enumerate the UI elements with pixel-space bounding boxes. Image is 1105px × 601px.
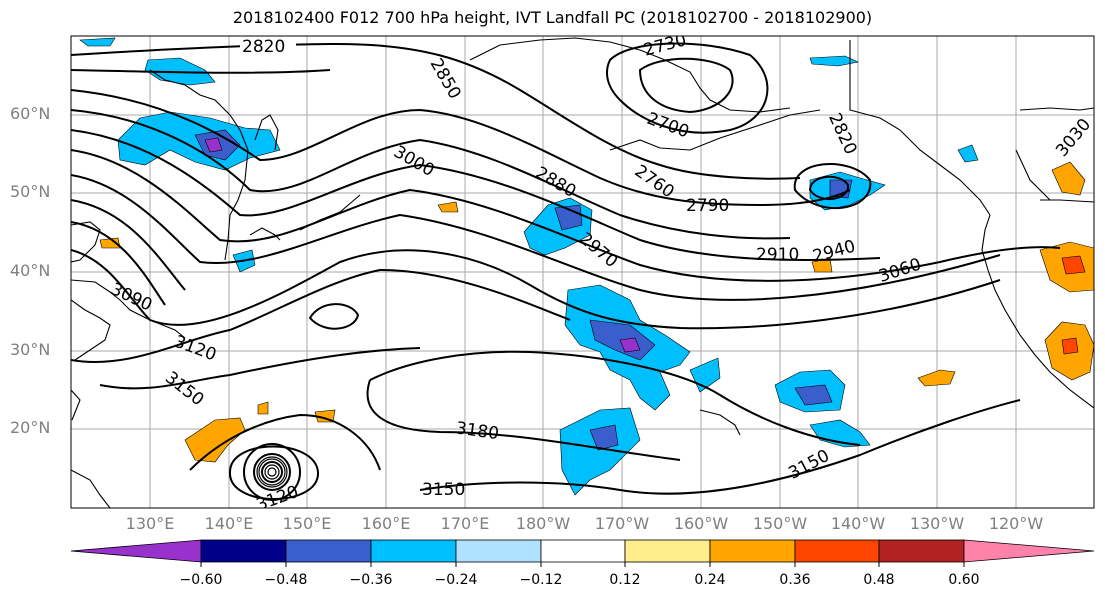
lon-label: 180°W xyxy=(515,514,571,533)
coastlines xyxy=(71,37,1094,508)
colorbar-tick-label: 0.12 xyxy=(609,572,641,588)
lon-label: 120°W xyxy=(988,514,1044,533)
typhoon-core xyxy=(256,456,288,488)
colorbar-tick-label: 0.24 xyxy=(694,572,726,588)
colorbar-tick-label: −0.36 xyxy=(349,572,393,588)
colorbar-tick-label: −0.48 xyxy=(264,572,308,588)
lon-label: 160°W xyxy=(673,514,729,533)
contour-label: 3150 xyxy=(422,480,465,500)
lat-label: 50°N xyxy=(10,182,51,201)
colorbar xyxy=(70,539,1095,563)
colorbar-tick-marks xyxy=(200,562,965,567)
lon-label: 170°E xyxy=(440,514,490,533)
lon-label: 150°W xyxy=(752,514,808,533)
lat-label: 30°N xyxy=(10,340,51,359)
colorbar-tick-label: −0.60 xyxy=(179,572,223,588)
colorbar-tick-label: −0.24 xyxy=(434,572,478,588)
colorbar-tick-label: 0.36 xyxy=(779,572,811,588)
lon-label: 130°E xyxy=(125,514,175,533)
colorbar-tick-label: −0.12 xyxy=(519,572,563,588)
lon-label: 130°W xyxy=(909,514,965,533)
contour-label: 2790 xyxy=(686,196,729,216)
lon-label: 140°E xyxy=(204,514,254,533)
colorbar-tick-label: 0.60 xyxy=(948,572,980,588)
lon-label: 160°E xyxy=(361,514,411,533)
ivt-positive-shading xyxy=(99,161,1094,463)
lon-label: 150°E xyxy=(282,514,332,533)
colorbar-tick-label: 0.48 xyxy=(863,572,895,588)
height-contours xyxy=(71,42,1061,501)
map-title: 2018102400 F012 700 hPa height, IVT Land… xyxy=(232,8,873,27)
lon-label: 140°W xyxy=(830,514,886,533)
lat-label: 20°N xyxy=(10,418,51,437)
lat-label: 40°N xyxy=(10,261,51,280)
contour-label: 2910 xyxy=(756,245,799,265)
lat-label: 60°N xyxy=(10,104,51,123)
lon-label: 170°W xyxy=(594,514,650,533)
contour-label: 2820 xyxy=(242,37,285,57)
